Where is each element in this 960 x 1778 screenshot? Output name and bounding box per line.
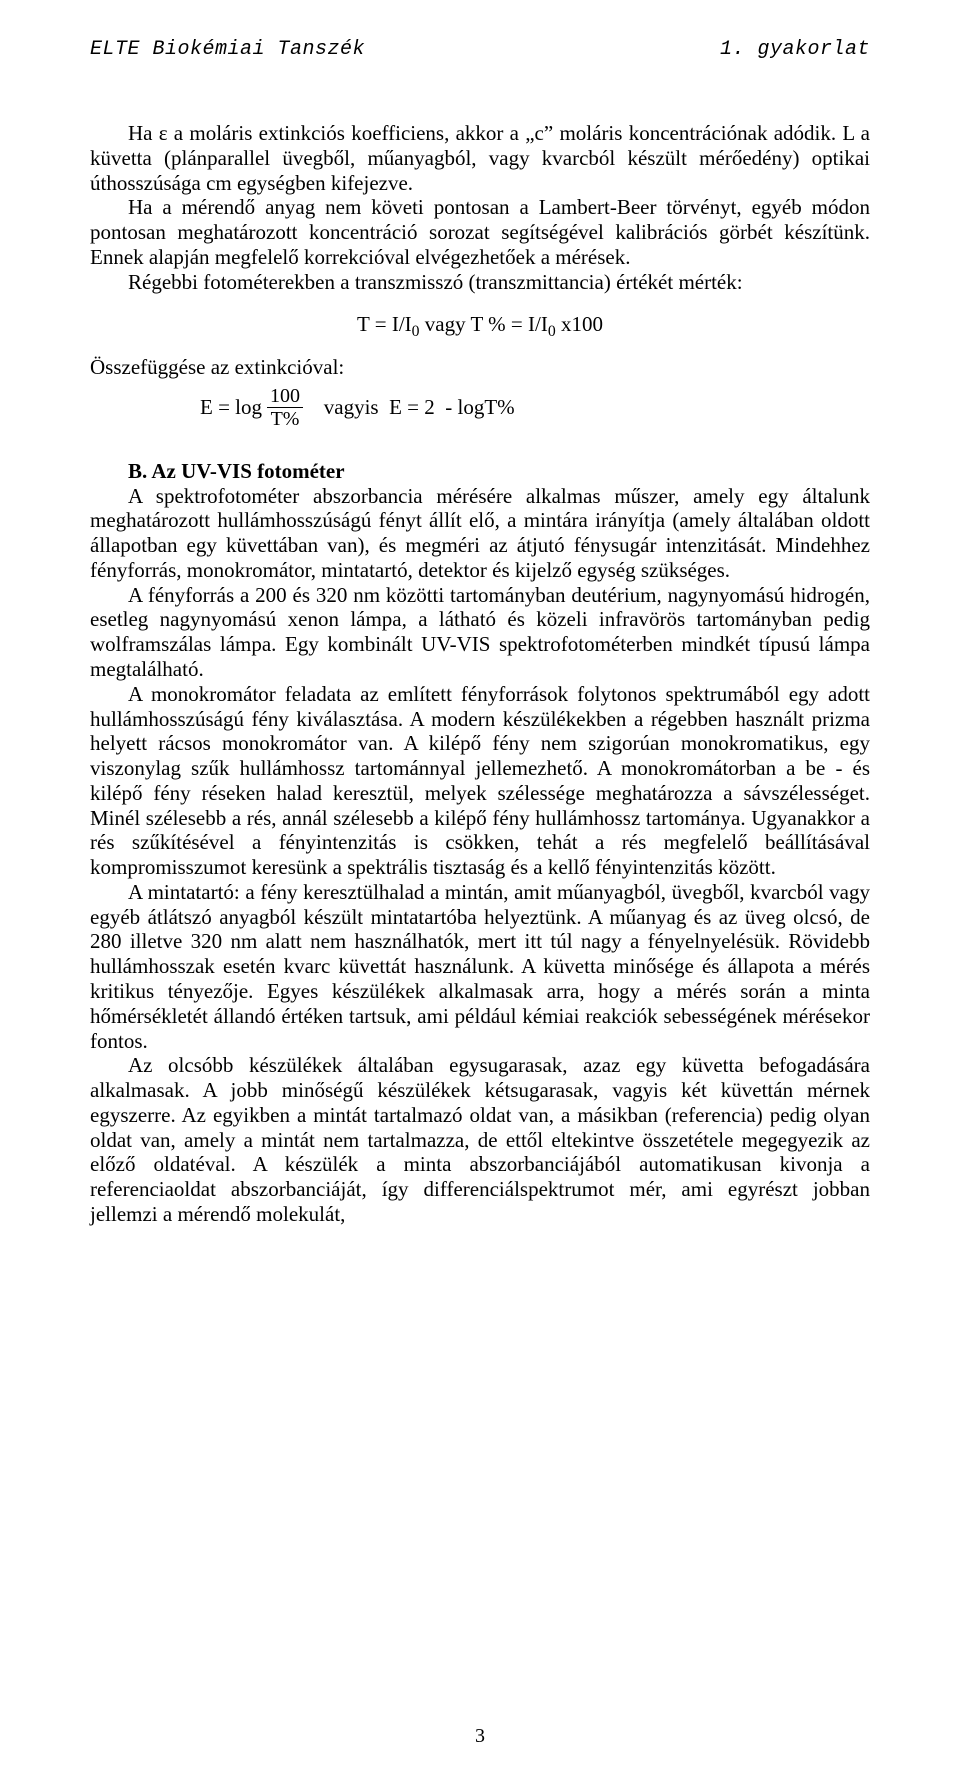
- section-b-para-5: Az olcsóbb készülékek általában egysugar…: [90, 1053, 870, 1226]
- formula-e-suffix: vagyis E = 2 - logT%: [308, 395, 515, 420]
- body-text: Ha ε a moláris extinkciós koefficiens, a…: [90, 121, 870, 1227]
- formula-e-prefix: E = log: [200, 395, 262, 420]
- formula-transmittance: T = I/I0 vagy T % = I/I0 x100: [90, 312, 870, 337]
- section-b-title: B. Az UV-VIS fotométer: [90, 459, 870, 484]
- formula-extinction: E = log 100 T% vagyis E = 2 - logT%: [90, 386, 870, 429]
- section-b: B. Az UV-VIS fotométer A spektrofotométe…: [90, 459, 870, 1227]
- formula-t-sub-2: 0: [548, 324, 556, 341]
- section-b-para-2: A fényforrás a 200 és 320 nm közötti tar…: [90, 583, 870, 682]
- formula-t-part-c: x100: [556, 312, 603, 336]
- formula-t-sub-1: 0: [412, 324, 420, 341]
- header-left: ELTE Biokémiai Tanszék: [90, 38, 365, 61]
- page-number: 3: [0, 1725, 960, 1748]
- paragraph-1: Ha ε a moláris extinkciós koefficiens, a…: [90, 121, 870, 195]
- formula-t-part-a: T = I/I: [357, 312, 412, 336]
- fraction: 100 T%: [266, 386, 304, 429]
- fraction-numerator: 100: [266, 386, 304, 407]
- paragraph-3: Régebbi fotométerekben a transzmisszó (t…: [90, 270, 870, 295]
- header-right: 1. gyakorlat: [720, 38, 870, 61]
- document-page: ELTE Biokémiai Tanszék 1. gyakorlat Ha ε…: [0, 0, 960, 1778]
- section-b-para-1: A spektrofotométer abszorbancia mérésére…: [90, 484, 870, 583]
- formula-t-part-b: vagy T % = I/I: [420, 312, 548, 336]
- section-b-para-4: A mintatartó: a fény keresztülhalad a mi…: [90, 880, 870, 1053]
- fraction-denominator: T%: [267, 407, 304, 429]
- section-b-para-3: A monokromátor feladata az említett fény…: [90, 682, 870, 880]
- extinction-label: Összefüggése az extinkcióval:: [90, 355, 870, 380]
- page-header: ELTE Biokémiai Tanszék 1. gyakorlat: [90, 38, 870, 61]
- paragraph-2: Ha a mérendő anyag nem követi pontosan a…: [90, 195, 870, 269]
